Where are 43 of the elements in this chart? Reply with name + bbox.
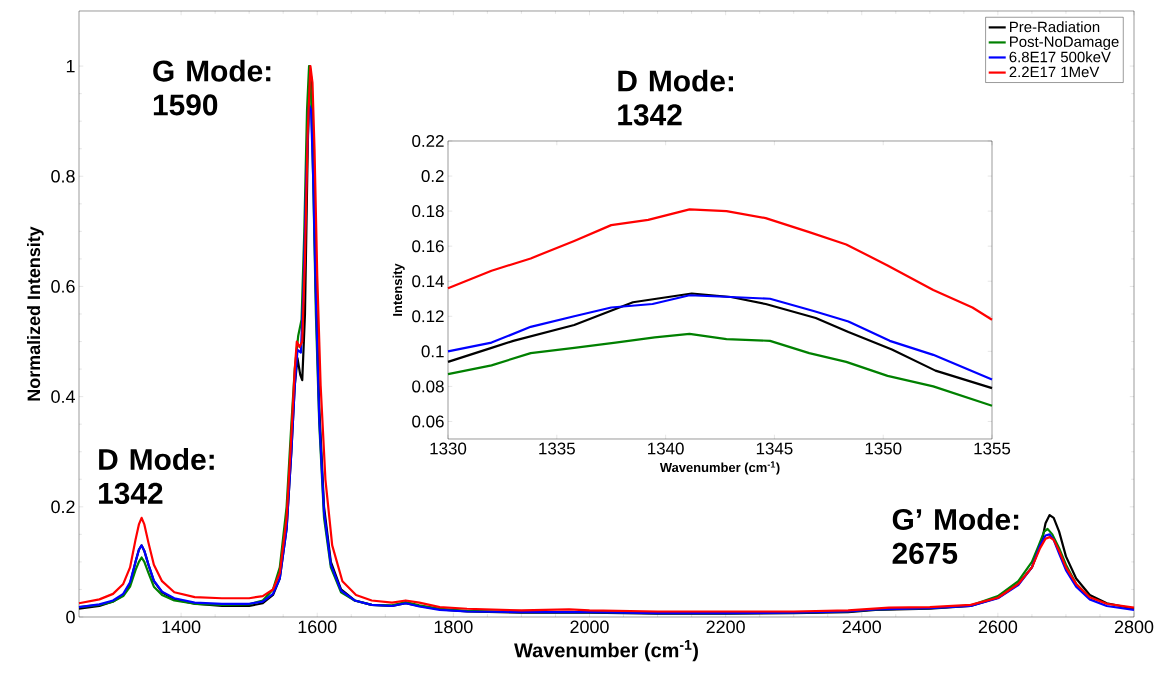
y-tick-label: 0	[66, 610, 75, 624]
x-tick-label: 1330	[430, 442, 467, 455]
legend-label: 2.2E17 1MeV	[1009, 66, 1100, 78]
y-tick-label: 0.08	[412, 380, 444, 393]
y-tick-label: 0.06	[412, 415, 444, 428]
y-tick-label: 0.2	[51, 500, 75, 514]
y-tick-label: 0.2	[421, 170, 444, 183]
x-tick-label: 2000	[570, 620, 609, 634]
y-tick-label: 0.22	[412, 135, 444, 147]
y-tick-label: 0.18	[412, 205, 444, 218]
y-tick-label: 0.12	[412, 310, 444, 323]
y-tick-label: 0.14	[412, 275, 444, 288]
x-tick-label: 1800	[434, 620, 473, 634]
x-tick-label: 1400	[162, 620, 201, 634]
legend-label: 6.8E17 500keV	[1009, 51, 1111, 63]
annotation: G Mode: 1590	[153, 59, 271, 116]
y-axis-title: Normalized Intensity	[26, 226, 44, 401]
y-tick-label: 0.16	[412, 240, 444, 253]
x-tick-label: 2200	[706, 620, 745, 634]
x-tick-label: 2600	[978, 620, 1018, 634]
x-tick-label: 1355	[974, 442, 1011, 455]
y-tick-label: 0.4	[51, 390, 75, 403]
y-tick-label: 0.1	[421, 345, 444, 358]
legend-label: Post-NoDamage	[1010, 36, 1119, 50]
x-axis-title: Wavenumber (cm$^{-1}$)	[514, 640, 698, 662]
line-series	[446, 332, 994, 407]
y-tick-label: 0.6	[51, 280, 75, 293]
x-tick-label: 1340	[648, 442, 684, 455]
y-tick-label: 1	[66, 59, 75, 73]
annotation: D Mode: 1342	[99, 448, 214, 504]
x-tick-label: 1350	[865, 442, 902, 455]
x-axis-title: Wavenumber (cm$^{-1}$)	[659, 461, 780, 475]
x-tick-label: 1345	[756, 442, 793, 455]
x-tick-label: 1335	[539, 442, 575, 455]
legend-label: Pre-Radiation	[1010, 21, 1100, 33]
x-tick-label: 2400	[842, 620, 881, 634]
y-tick-label: 0.8	[51, 169, 75, 183]
y-axis-title: Intensity	[392, 263, 405, 316]
x-tick-label: 1600	[298, 620, 337, 634]
annotation: G’ Mode: 2675	[892, 508, 1019, 564]
chart-title: D Mode: 1342	[618, 69, 733, 126]
line-series	[446, 208, 994, 321]
x-tick-label: 2800	[1114, 620, 1154, 634]
